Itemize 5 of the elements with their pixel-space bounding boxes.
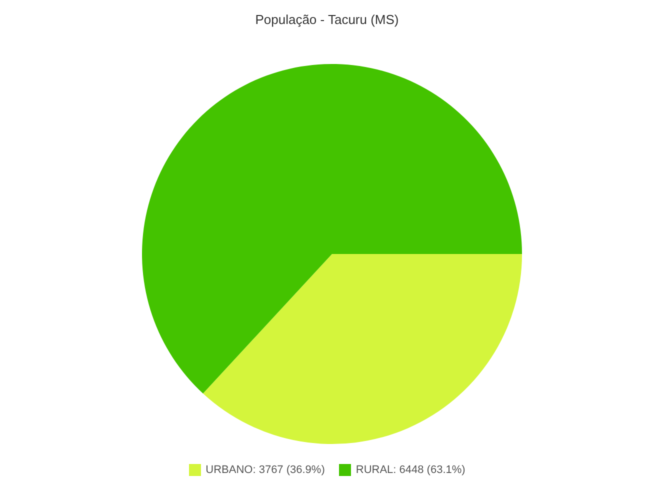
chart-title: População - Tacuru (MS): [254, 12, 400, 29]
pie-slice: [203, 254, 522, 444]
legend-label: RURAL: 6448 (63.1%): [356, 464, 466, 476]
legend-label: URBANO: 3767 (36.9%): [206, 464, 325, 476]
pie-slice: [142, 64, 522, 394]
